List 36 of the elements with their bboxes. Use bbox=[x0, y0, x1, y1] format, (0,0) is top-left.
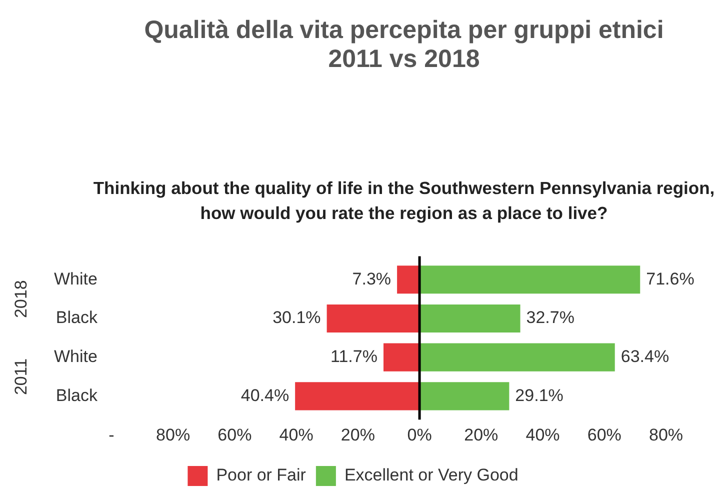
text: 2018 bbox=[12, 280, 31, 318]
data-label: 29.1% bbox=[515, 386, 564, 405]
bar bbox=[420, 382, 510, 410]
legend-label: Poor or Fair bbox=[216, 466, 306, 485]
data-label: 32.7% bbox=[526, 308, 574, 328]
x-tick-label: 0% bbox=[407, 425, 432, 444]
bar bbox=[420, 266, 640, 294]
x-tick-label: 40% bbox=[279, 425, 314, 444]
data-label: 7.3% bbox=[352, 269, 392, 288]
x-tick-label: 80% bbox=[648, 425, 684, 444]
x-tick-label: 40% bbox=[526, 425, 560, 444]
data-label: 40.4% bbox=[240, 386, 290, 405]
x-tick-label: 20% bbox=[340, 425, 375, 444]
bar bbox=[383, 343, 420, 372]
text: 2011 bbox=[12, 358, 31, 396]
chart-subtitle: Thinking about the quality of life in the Southwestern Pennsylvania region, how would you rate the region as a place to live? bbox=[92, 177, 716, 225]
x-tick-label: 60% bbox=[218, 425, 252, 444]
x-tick-label: 20% bbox=[464, 425, 498, 444]
data-label: 30.1% bbox=[272, 308, 321, 328]
data-label: 11.7% bbox=[330, 347, 378, 366]
data-label: 71.6% bbox=[646, 269, 694, 288]
y-tick-label: White bbox=[54, 347, 98, 366]
bar bbox=[397, 266, 420, 294]
x-tick-label: - bbox=[108, 425, 114, 444]
y-tick-label: White bbox=[54, 269, 98, 288]
x-tick-label: 80% bbox=[156, 425, 190, 444]
data-label: 63.4% bbox=[620, 347, 670, 366]
bar bbox=[295, 382, 420, 410]
y-tick-label: Black bbox=[56, 308, 98, 328]
x-tick-label: 60% bbox=[587, 425, 622, 444]
legend-label: Excellent or Very Good bbox=[344, 466, 518, 485]
bar bbox=[326, 304, 420, 333]
y-tick-label: Black bbox=[56, 386, 98, 405]
chart-title: Qualità della vita percepita per gruppi etnici 2011 vs 2018 bbox=[143, 16, 665, 74]
bar bbox=[420, 343, 615, 372]
bar bbox=[420, 304, 520, 333]
